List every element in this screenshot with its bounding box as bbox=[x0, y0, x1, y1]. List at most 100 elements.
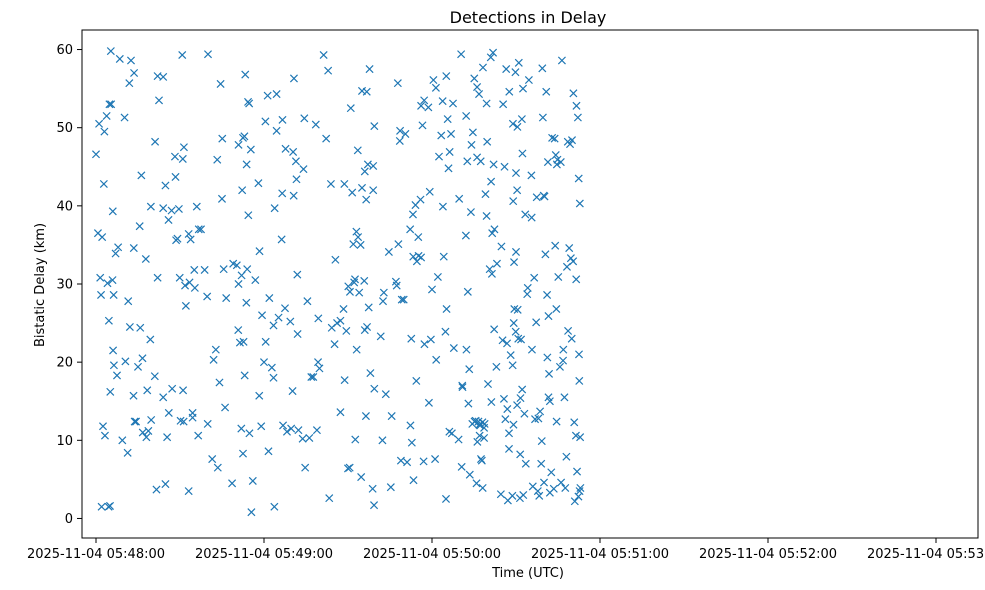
data-point bbox=[527, 171, 536, 180]
data-point bbox=[501, 415, 510, 424]
data-point bbox=[363, 160, 372, 169]
data-point bbox=[179, 143, 188, 152]
data-point bbox=[465, 470, 474, 479]
data-point bbox=[353, 146, 362, 155]
data-point bbox=[270, 204, 279, 213]
data-point bbox=[475, 431, 484, 440]
data-point bbox=[489, 48, 498, 57]
data-point bbox=[346, 104, 355, 113]
data-point bbox=[557, 56, 566, 65]
data-point bbox=[478, 483, 487, 493]
data-point bbox=[312, 426, 321, 435]
data-point bbox=[184, 229, 193, 239]
data-point bbox=[222, 294, 231, 303]
data-point bbox=[532, 318, 541, 327]
data-point bbox=[439, 252, 448, 261]
data-point bbox=[467, 140, 476, 149]
data-point bbox=[520, 409, 529, 418]
data-point bbox=[100, 127, 109, 136]
data-point bbox=[339, 304, 348, 314]
data-point bbox=[246, 145, 255, 154]
data-point bbox=[286, 317, 295, 326]
data-point bbox=[315, 364, 324, 373]
data-point bbox=[424, 398, 433, 407]
data-point bbox=[387, 412, 396, 421]
data-point bbox=[569, 257, 578, 266]
data-point bbox=[532, 193, 541, 202]
x-tick-label: 2025-11-04 05:49:00 bbox=[195, 547, 333, 562]
data-point bbox=[461, 231, 470, 240]
data-point bbox=[125, 322, 134, 332]
data-point bbox=[566, 140, 575, 149]
data-point bbox=[298, 434, 307, 443]
data-point bbox=[228, 479, 237, 488]
data-point bbox=[234, 279, 243, 289]
data-point bbox=[133, 362, 143, 371]
data-point bbox=[257, 422, 266, 431]
data-point bbox=[573, 113, 582, 122]
data-point bbox=[186, 235, 195, 244]
data-point bbox=[91, 150, 101, 159]
data-point bbox=[366, 369, 375, 378]
data-point bbox=[345, 463, 354, 472]
data-point bbox=[168, 384, 177, 393]
data-point bbox=[118, 436, 127, 445]
data-point bbox=[241, 70, 250, 79]
data-point bbox=[97, 502, 106, 511]
x-tick-label: 2025-11-04 05:48:00 bbox=[27, 547, 165, 562]
data-point bbox=[314, 358, 323, 367]
data-point bbox=[150, 372, 159, 381]
data-point bbox=[300, 114, 309, 123]
data-point bbox=[370, 122, 379, 131]
data-point bbox=[565, 244, 574, 253]
data-point bbox=[178, 154, 187, 163]
data-point bbox=[109, 361, 118, 370]
data-point bbox=[378, 436, 387, 445]
data-point bbox=[468, 128, 477, 137]
y-tick-label: 0 bbox=[65, 512, 73, 527]
data-point bbox=[242, 160, 251, 169]
data-point bbox=[170, 152, 179, 161]
data-point bbox=[513, 305, 522, 314]
data-point bbox=[350, 275, 360, 284]
x-tick-label: 2025-11-04 05:51:00 bbox=[531, 547, 669, 562]
data-point bbox=[219, 265, 228, 274]
data-point bbox=[171, 172, 180, 181]
data-point bbox=[447, 129, 456, 138]
data-point bbox=[164, 215, 173, 224]
data-point bbox=[326, 179, 335, 188]
data-point bbox=[95, 119, 104, 128]
data-point bbox=[192, 202, 201, 211]
data-point bbox=[480, 419, 489, 428]
data-point bbox=[486, 53, 495, 62]
data-point bbox=[567, 136, 577, 145]
data-point bbox=[575, 376, 584, 385]
data-point bbox=[427, 285, 437, 294]
data-point bbox=[559, 345, 568, 354]
data-point bbox=[463, 287, 472, 296]
data-point bbox=[330, 340, 339, 349]
data-point bbox=[408, 210, 417, 219]
data-point bbox=[378, 297, 388, 306]
data-point bbox=[179, 386, 188, 395]
data-point bbox=[132, 417, 141, 426]
data-point bbox=[345, 287, 354, 296]
data-point bbox=[442, 72, 451, 81]
data-point bbox=[126, 56, 136, 65]
data-point bbox=[109, 346, 118, 355]
y-tick-label: 10 bbox=[56, 434, 73, 449]
data-point bbox=[289, 74, 298, 83]
data-point bbox=[146, 335, 155, 344]
data-point bbox=[516, 394, 525, 403]
data-point bbox=[369, 186, 378, 195]
data-point bbox=[425, 187, 434, 196]
data-point bbox=[416, 195, 425, 204]
data-point bbox=[503, 339, 512, 348]
data-point bbox=[406, 421, 415, 430]
data-point bbox=[499, 394, 508, 403]
data-point bbox=[429, 75, 438, 85]
data-point bbox=[545, 369, 554, 378]
data-point bbox=[518, 385, 527, 394]
data-point bbox=[487, 177, 496, 186]
